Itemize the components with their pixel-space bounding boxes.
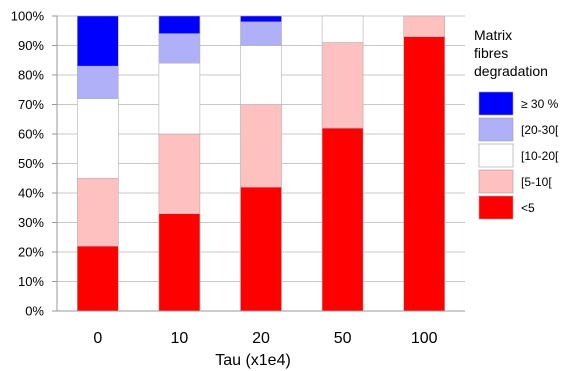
bar-segment — [158, 213, 201, 312]
legend-label: [20-30[ — [521, 123, 559, 137]
legend-swatch — [478, 195, 514, 220]
y-tick-labels: 0% 10% 20% 30% 40% 50% 60% 70% 80% 90% 100% — [11, 9, 45, 319]
legend-swatch — [478, 91, 514, 116]
bar-segment — [240, 15, 282, 23]
legend-label: [10-20[ — [521, 149, 559, 163]
legend-swatch — [478, 169, 514, 194]
bar-segment — [77, 98, 119, 179]
legend: Matrix fibres degradation ≥ 30 % [20-30[ [10-… — [474, 27, 559, 220]
bar-segment — [77, 65, 119, 99]
y-tick-label: 40% — [18, 186, 44, 201]
bars — [77, 15, 446, 312]
bar-segment — [240, 104, 282, 188]
y-tick-label: 80% — [18, 68, 44, 83]
bar-segment — [158, 33, 201, 64]
x-tick-label: 10 — [171, 330, 189, 347]
y-tick-label: 0% — [25, 304, 44, 319]
bar-segment — [77, 15, 119, 67]
bar-segment — [158, 62, 201, 135]
bar-segment — [321, 15, 364, 43]
legend-label: ≥ 30 % — [521, 97, 559, 111]
bar-segment — [321, 42, 364, 129]
bar-segment — [321, 127, 364, 312]
bar-segment — [240, 186, 282, 312]
y-tick-label: 10% — [18, 274, 44, 289]
bar-segment — [403, 36, 446, 312]
x-tick-label: 100 — [411, 330, 438, 347]
axes — [52, 15, 465, 312]
y-tick-label: 20% — [18, 245, 44, 260]
x-tick-labels: 0 10 20 50 100 — [93, 330, 437, 347]
x-tick-label: 0 — [93, 330, 102, 347]
legend-label: [5-10[ — [521, 175, 552, 189]
bar-segment — [240, 45, 282, 105]
y-tick-label: 60% — [18, 127, 44, 142]
y-tick-label: 70% — [18, 97, 44, 112]
bar-segment — [403, 15, 446, 37]
legend-title: Matrix — [474, 27, 512, 43]
legend-label: <5 — [521, 201, 535, 215]
y-tick-label: 30% — [18, 215, 44, 230]
x-tick-label: 20 — [252, 330, 270, 347]
legend-swatch — [478, 143, 514, 168]
y-tick-label: 50% — [18, 156, 44, 171]
bar-segment — [77, 177, 119, 247]
legend-title: degradation — [474, 63, 548, 79]
x-axis-label: Tau (x1e4) — [215, 352, 291, 369]
y-tick-label: 90% — [18, 38, 44, 53]
bar-segment — [158, 15, 201, 35]
bar-segment — [240, 21, 282, 46]
bar-segment — [77, 245, 119, 312]
legend-swatch — [478, 117, 514, 142]
x-tick-label: 50 — [334, 330, 352, 347]
legend-title: fibres — [474, 45, 508, 61]
bar-segment — [158, 133, 201, 214]
y-tick-label: 100% — [11, 9, 45, 24]
